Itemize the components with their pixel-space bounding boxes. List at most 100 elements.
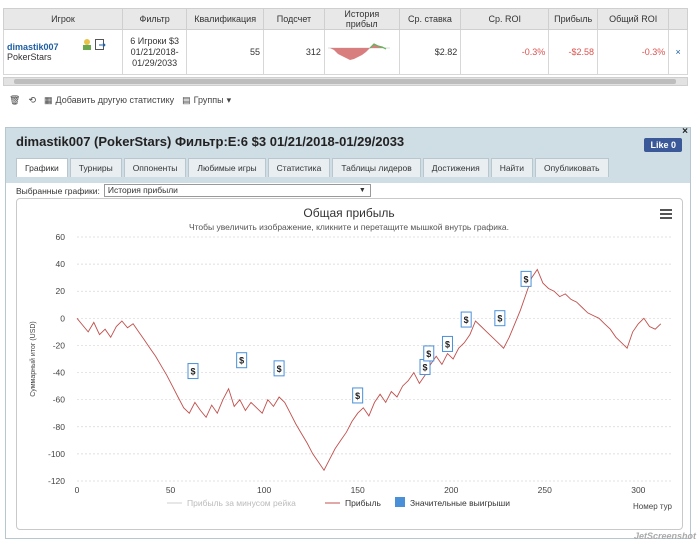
big-win-flag [423,345,435,362]
menu-icon[interactable] [660,209,672,221]
player-name-link[interactable]: dimastik007 [7,42,59,52]
big-win-flag-label: $ [423,362,428,372]
header-extra [668,8,688,30]
panel-title: dimastik007 (PokerStars) Фильтр:E:6 $3 0… [16,134,405,149]
big-win-flag-label: $ [239,356,244,366]
y-axis-label: Суммарный итог (USD) [29,321,37,397]
header-filter[interactable]: Фильтр [121,8,188,30]
tab-graphs[interactable]: Графики [16,158,68,177]
graph-select-label: Выбранные графики: [16,185,100,196]
y-tick-label: -120 [48,476,65,486]
y-tick-label: -60 [53,395,66,405]
chevron-down-icon: ▼ [358,187,366,194]
total-roi-cell: -0.3% [597,29,670,75]
profit-series-line [76,268,662,472]
y-tick-label: -20 [53,340,66,350]
add-stats-label: Добавить другую статистику [55,95,175,105]
y-tick-label: 20 [56,286,66,296]
horizontal-scrollbar[interactable] [3,77,688,86]
big-win-flag-label: $ [277,364,282,374]
x-axis-label: Номер тур [633,502,673,511]
x-tick-label: 0 [75,485,80,495]
big-win-flag-label: $ [497,314,502,324]
header-profit[interactable]: Прибыль [548,8,599,30]
chart-subtitle: Чтобы увеличить изображение, кликните и … [189,222,509,232]
panel-tabs: Графики Турниры Оппоненты Любимые игры С… [16,158,609,177]
big-win-flag-label: $ [445,339,450,349]
count-cell: 312 [262,29,325,75]
graph-select[interactable]: История прибыли ▼ [103,184,371,197]
x-tick-label: 50 [166,485,176,495]
add-stats-button[interactable]: ▦ Добавить другую статистику [44,95,174,106]
tab-statistics[interactable]: Статистика [267,158,331,177]
tab-publish[interactable]: Опубликовать [534,158,609,177]
close-icon[interactable]: × [682,126,688,137]
big-win-flag-label: $ [524,274,529,284]
chevron-down-icon: ▾ [226,94,232,105]
big-win-flag [187,363,199,380]
header-total-roi[interactable]: Общий ROI [597,8,670,30]
header-profit-history[interactable]: История прибыл [323,8,400,30]
big-win-flag-label: $ [426,349,431,359]
watermark-text: JetScreenshot [633,531,696,541]
big-win-flag [441,335,453,352]
tab-find[interactable]: Найти [490,158,533,177]
tab-tournaments[interactable]: Турниры [69,158,122,177]
groups-label: Группы [193,95,224,105]
chart-svg[interactable]: Общая прибыль Чтобы увеличить изображение… [17,199,682,529]
big-win-flag-label: $ [464,315,469,325]
filter-cell: 6 Игроки $3 01/21/2018-01/29/2033 [121,29,188,75]
tab-leaderboards[interactable]: Таблицы лидеров [332,158,421,177]
table-toolbar: 🗑 ⟲ ▦ Добавить другую статистику ▤ Группы ▾ [3,92,688,108]
profit-chart[interactable]: Общая прибыль Чтобы увеличить изображение… [16,198,683,530]
big-win-flag [352,387,364,404]
player-panel: dimastik007 (PokerStars) Фильтр:E:6 $3 0… [5,126,691,539]
tab-opponents[interactable]: Оппоненты [123,158,187,177]
x-tick-label: 300 [631,485,645,495]
big-win-flag [236,352,248,369]
player-cell: dimastik007 PokerStars [3,29,123,75]
header-qualification[interactable]: Квалификация [186,8,264,30]
table-row: dimastik007 PokerStars 6 Игроки $3 01/21… [3,29,688,75]
panel-header: dimastik007 (PokerStars) Фильтр:E:6 $3 0… [6,126,690,183]
refresh-icon[interactable]: ⟲ [28,94,36,105]
add-stats-icon: ▦ [43,94,53,105]
qualification-cell: 55 [186,29,264,75]
scroll-thumb[interactable] [14,79,676,84]
legend-bigwin-swatch [395,497,405,507]
tab-achievements[interactable]: Достижения [422,158,489,177]
avg-roi-cell: -0.3% [460,29,550,75]
big-win-flag-label: $ [190,367,195,377]
header-avg-stake[interactable]: Ср. ставка [398,8,462,30]
y-tick-label: -100 [48,449,65,459]
y-tick-label: 60 [56,232,66,242]
header-player[interactable]: Игрок [3,8,123,30]
graph-select-row: Выбранные графики: История прибыли ▼ [16,184,371,197]
avg-stake-cell: $2.82 [398,29,462,75]
y-tick-label: -80 [53,422,66,432]
x-tick-label: 250 [538,485,552,495]
stats-table-area: Игрок Фильтр Квалификация Подсчет Истори… [0,0,690,118]
graph-select-value: История прибыли [107,185,178,195]
profit-sparkline [327,43,390,60]
big-win-flag [494,310,506,327]
chart-title: Общая прибыль [303,206,394,220]
legend-rake-label: Прибыль за минусом рейка [187,498,296,508]
legend-bigwin-label: Значительные выигрыши [410,498,510,508]
big-win-flag [520,270,532,287]
facebook-like-button[interactable]: Like 0 [644,138,682,152]
profit-cell: -$2.58 [548,29,599,75]
trash-icon[interactable]: 🗑 [9,94,21,105]
tab-favorite-games[interactable]: Любимые игры [188,158,266,177]
big-win-flag [273,360,285,377]
export-icon[interactable] [95,39,106,50]
stats-table: Игрок Фильтр Квалификация Подсчет Истори… [3,8,688,75]
header-avg-roi[interactable]: Ср. ROI [460,8,550,30]
add-player-icon[interactable] [82,39,92,50]
big-win-flag-label: $ [355,391,360,401]
close-icon[interactable]: × [675,47,681,57]
x-tick-label: 200 [444,485,458,495]
groups-button[interactable]: ▤ Группы ▾ [182,95,231,106]
header-count[interactable]: Подсчет [262,8,325,30]
remove-row-cell[interactable]: × [668,29,688,75]
